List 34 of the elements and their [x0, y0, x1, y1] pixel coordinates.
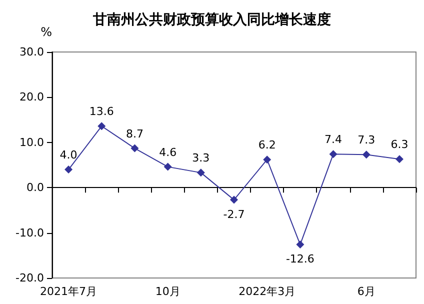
- x-tick-label: 2022年3月: [238, 285, 296, 298]
- point: [64, 166, 73, 174]
- x-tick-label: 6月: [357, 285, 376, 298]
- point: [98, 122, 106, 130]
- data-label: 4.6: [159, 146, 177, 159]
- point: [263, 156, 272, 164]
- point: [395, 155, 404, 164]
- point: [164, 162, 172, 171]
- data-label: 8.7: [126, 127, 144, 140]
- y-axis-title: %: [40, 25, 52, 39]
- y-tick-label: 20.0: [20, 90, 44, 104]
- point: [130, 144, 139, 152]
- y-tick-label: -10.0: [16, 226, 44, 240]
- data-label: 3.3: [192, 152, 210, 165]
- data-label: 13.6: [89, 105, 114, 118]
- data-label: 7.4: [324, 133, 342, 146]
- y-tick-label: 30.0: [20, 46, 44, 58]
- data-label: 6.3: [390, 138, 408, 152]
- chart-title: 甘南州公共财政预算收入同比增长速度: [92, 11, 331, 28]
- point: [362, 150, 370, 159]
- data-label: 6.2: [258, 138, 276, 152]
- point: [296, 240, 304, 249]
- point: [329, 150, 338, 158]
- point: [196, 168, 205, 177]
- y-tick-label: 0.0: [26, 181, 44, 194]
- y-tick-label: -20.0: [16, 272, 44, 284]
- data-label: 4.0: [60, 148, 78, 162]
- point: [230, 196, 238, 204]
- data-label: -2.7: [223, 208, 245, 221]
- y-tick-label: 10.0: [20, 136, 44, 149]
- x-tick-label: 2021年7月: [40, 285, 98, 298]
- data-label: -12.6: [286, 252, 314, 266]
- x-tick-label: 10月: [155, 285, 180, 298]
- data-label: 7.3: [358, 134, 376, 147]
